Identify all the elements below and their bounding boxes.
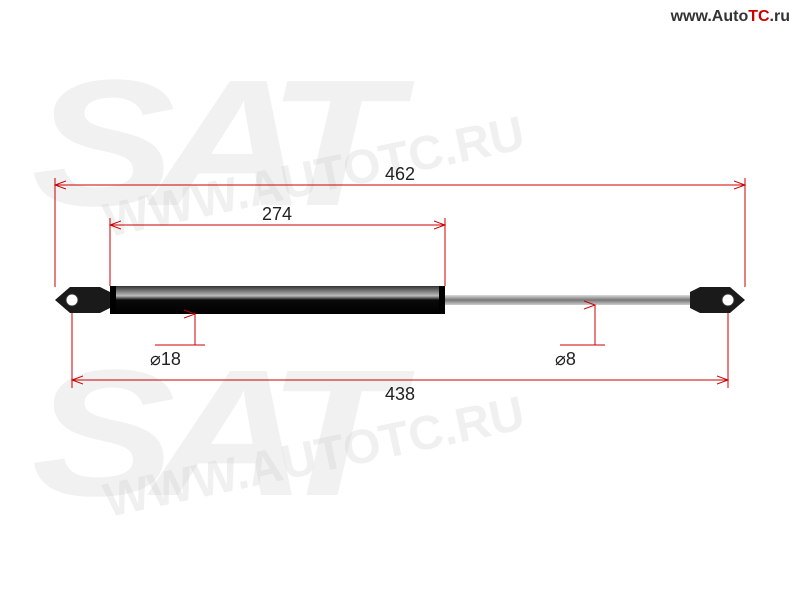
dim-center-value: 438 [385, 384, 415, 404]
strut-rod [445, 295, 690, 305]
strut-body [110, 286, 445, 314]
dim-body-diam-value: ⌀18 [150, 349, 181, 369]
dim-total-value: 462 [385, 164, 415, 184]
dim-rod-diam-value: ⌀8 [555, 349, 576, 369]
dimension-rod-diameter: ⌀8 [555, 305, 605, 369]
dimension-body-diameter: ⌀18 [150, 314, 205, 369]
dim-body-value: 274 [262, 204, 292, 224]
right-end-fitting [690, 287, 745, 313]
gas-strut [55, 286, 745, 314]
diagram-stage: 462 274 438 ⌀18 ⌀8 [0, 0, 800, 600]
left-end-fitting [55, 287, 110, 313]
dimension-body-length: 274 [110, 204, 445, 286]
